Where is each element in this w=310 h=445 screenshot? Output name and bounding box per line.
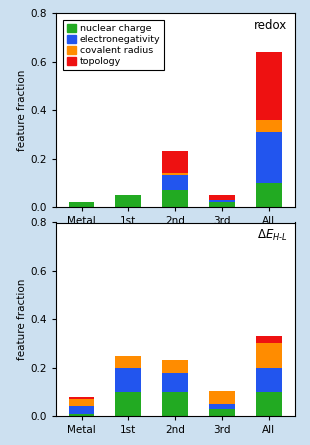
Bar (256, 183, 281, 207)
Y-axis label: feature fraction: feature fraction (17, 279, 28, 360)
Bar (162, 360, 188, 372)
Bar (256, 52, 281, 120)
Bar (209, 195, 235, 200)
Legend: nuclear charge, electronegativity, covalent radius, topology: nuclear charge, electronegativity, coval… (63, 20, 164, 70)
Bar (256, 392, 281, 416)
Text: redox: redox (254, 19, 287, 32)
Bar (69, 399, 95, 406)
Y-axis label: feature fraction: feature fraction (17, 69, 28, 151)
Bar (209, 391, 235, 404)
Bar (162, 392, 188, 416)
Bar (256, 336, 281, 344)
Bar (115, 356, 141, 368)
Bar (209, 200, 235, 202)
Bar (162, 173, 188, 175)
Bar (209, 409, 235, 416)
Bar (69, 414, 95, 416)
Bar (115, 368, 141, 392)
Bar (162, 372, 188, 392)
Bar (162, 151, 188, 173)
Bar (115, 195, 141, 207)
Bar (162, 190, 188, 207)
Bar (209, 404, 235, 409)
Bar (256, 344, 281, 368)
Bar (115, 392, 141, 416)
Bar (69, 397, 95, 399)
Bar (256, 132, 281, 183)
Text: $\Delta E_{\mathit{H}\text{-}\mathit{L}}$: $\Delta E_{\mathit{H}\text{-}\mathit{L}}… (257, 228, 287, 243)
Bar (69, 406, 95, 414)
Bar (69, 202, 95, 207)
Bar (162, 175, 188, 190)
Bar (256, 368, 281, 392)
Bar (209, 202, 235, 207)
Bar (256, 120, 281, 132)
